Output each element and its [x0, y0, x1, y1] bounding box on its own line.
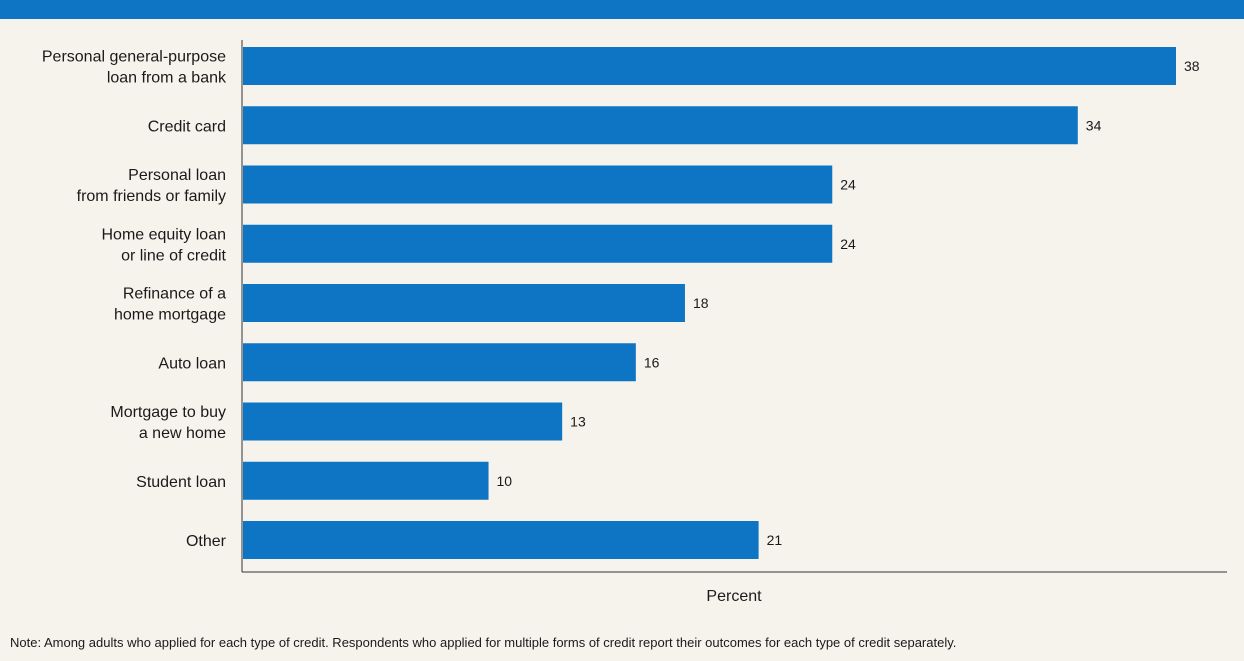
- bar-value-label: 16: [644, 354, 660, 370]
- bar: [243, 461, 489, 500]
- category-label: Other: [186, 533, 227, 550]
- bar: [243, 284, 685, 322]
- bar-chart: Personal general-purpose loan from a bank…: [42, 40, 1227, 605]
- bar-value-label: 24: [840, 236, 856, 252]
- value-labels-group: 38 34 24 24 18 16 13 10 21: [497, 58, 1200, 548]
- bar-value-label: 34: [1086, 117, 1102, 133]
- x-axis-label: Percent: [706, 588, 762, 605]
- bar-value-label: 24: [840, 177, 856, 193]
- category-label: Mortgage to buy a new home: [110, 404, 226, 442]
- bar-value-label: 18: [693, 295, 709, 311]
- category-label: Home equity loan or line of credit: [101, 226, 226, 264]
- header-band: [0, 0, 1244, 19]
- category-label: Personal general-purpose loan from a bank: [42, 49, 227, 87]
- bar: [243, 47, 1176, 85]
- bar-value-label: 38: [1184, 58, 1200, 74]
- category-label: Credit card: [148, 118, 226, 135]
- bar: [243, 106, 1078, 145]
- category-label: Auto loan: [158, 355, 226, 372]
- category-labels-group: Personal general-purpose loan from a bank…: [42, 49, 227, 551]
- bar: [243, 165, 833, 204]
- category-label: Personal loan from friends or family: [77, 167, 226, 205]
- chart-note: Note: Among adults who applied for each …: [10, 635, 957, 650]
- chart-area: Personal general-purpose loan from a bank…: [0, 19, 1244, 619]
- bar: [243, 343, 636, 382]
- bar-value-label: 21: [767, 532, 783, 548]
- bar: [243, 521, 759, 559]
- bar: [243, 224, 833, 263]
- category-label: Refinance of a home mortgage: [114, 286, 226, 324]
- bar: [243, 402, 563, 441]
- bar-value-label: 10: [497, 473, 513, 489]
- bar-value-label: 13: [570, 414, 586, 430]
- bars-group: [243, 47, 1176, 559]
- category-label: Student loan: [136, 474, 226, 491]
